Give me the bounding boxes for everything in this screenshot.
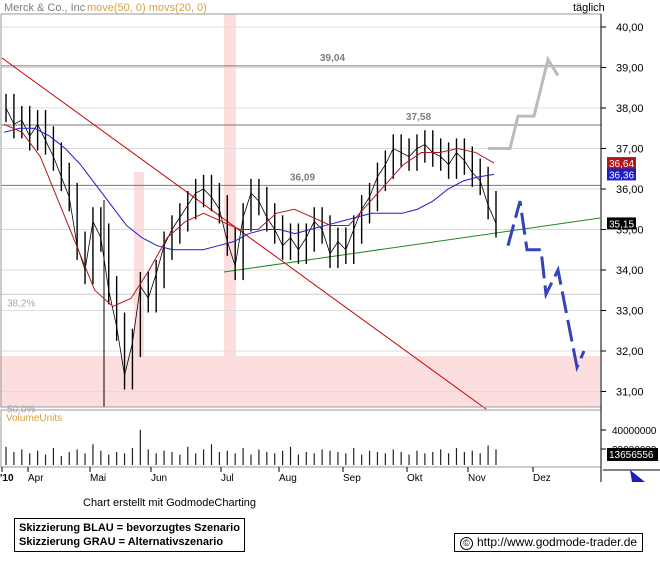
y-tick-label: 37,00 [616, 144, 644, 156]
moving-averages [3, 123, 495, 308]
chart-title: Merck & Co., Inc [4, 2, 86, 14]
scenario-blue-line [506, 200, 586, 373]
level-label: 36,09 [290, 172, 315, 183]
volume-label: VolumeUnits [6, 413, 62, 424]
y-tick-label: 40,00 [616, 22, 644, 34]
last-value-label: 36,64 [609, 159, 634, 170]
x-tick-label: '10 [0, 473, 14, 484]
scenario-sketches [488, 55, 586, 373]
price-axis: 40,0039,0038,0037,0036,0035,0034,0033,00… [601, 22, 644, 399]
source-link[interactable]: © http://www.godmode-trader.de [454, 533, 644, 552]
y-tick-label: 39,00 [616, 63, 644, 75]
fib-label: 38,2% [7, 298, 35, 309]
downtrend-line [1, 57, 487, 410]
volume-panel: 400000003000000013656556 [5, 426, 658, 465]
price-bars [5, 93, 497, 390]
vertical-highlight-1 [134, 172, 144, 407]
highlight-zones [0, 14, 600, 407]
time-axis: '10 Apr Mai Jun Jul Aug Sep Okt Nov Dez [0, 467, 551, 484]
scenario-legend: Skizzierung BLAU = bevorzugtes Szenario … [14, 518, 245, 552]
level-label: 37,58 [406, 112, 431, 123]
ma-short-line [3, 123, 495, 308]
ma-long-line [3, 127, 495, 251]
x-tick-label: Mai [90, 473, 106, 484]
x-tick-label: Nov [468, 473, 486, 484]
uptrend-line [223, 217, 601, 273]
level-label: 39,04 [320, 53, 345, 64]
corner-logo [603, 469, 660, 482]
scenario-gray-line [488, 55, 560, 150]
y-tick-label: 36,00 [616, 184, 644, 196]
x-tick-label: Okt [407, 473, 423, 484]
chart-credit: Chart erstellt mit GodmodeCharting [83, 497, 257, 509]
x-tick-label: Sep [343, 473, 361, 484]
last-value-tag [607, 157, 636, 170]
y-tick-label: 32,00 [616, 346, 644, 358]
x-tick-label: Jul [221, 473, 234, 484]
legend-blue: Skizzierung BLAU = bevorzugtes Szenario [19, 522, 240, 534]
volume-last-label: 13656556 [609, 450, 654, 461]
x-tick-label: Jun [151, 473, 167, 484]
vertical-highlight-2 [224, 14, 236, 407]
trendlines [1, 57, 601, 410]
volume-last-tag [607, 448, 658, 461]
y-tick-label: 34,00 [616, 265, 644, 277]
x-tick-label: Dez [533, 473, 551, 484]
x-tick-label: Apr [28, 473, 44, 484]
volume-panel-frame [0, 409, 602, 468]
volume-tick-label: 40000000 [612, 426, 657, 437]
period-label: täglich [573, 2, 605, 14]
legend-gray: Skizzierung GRAU = Alternativszenario [19, 536, 224, 548]
last-value-tag [607, 168, 636, 181]
support-zone [0, 356, 600, 407]
copyright-icon: © [460, 537, 473, 550]
indicator-label: move(50, 0) movs(20, 0) [87, 2, 207, 14]
y-tick-label: 31,00 [616, 387, 644, 399]
y-tick-label: 33,00 [616, 306, 644, 318]
y-tick-label: 38,00 [616, 103, 644, 115]
price-grid [1, 26, 601, 392]
last-value-label: 35,15 [609, 219, 634, 230]
x-tick-label: Aug [279, 473, 297, 484]
price-close-line [5, 107, 497, 376]
last-value-tag [607, 217, 636, 230]
last-value-label: 36,36 [609, 170, 634, 181]
source-url[interactable]: http://www.godmode-trader.de [477, 535, 638, 549]
price-panel-frame [0, 13, 602, 408]
